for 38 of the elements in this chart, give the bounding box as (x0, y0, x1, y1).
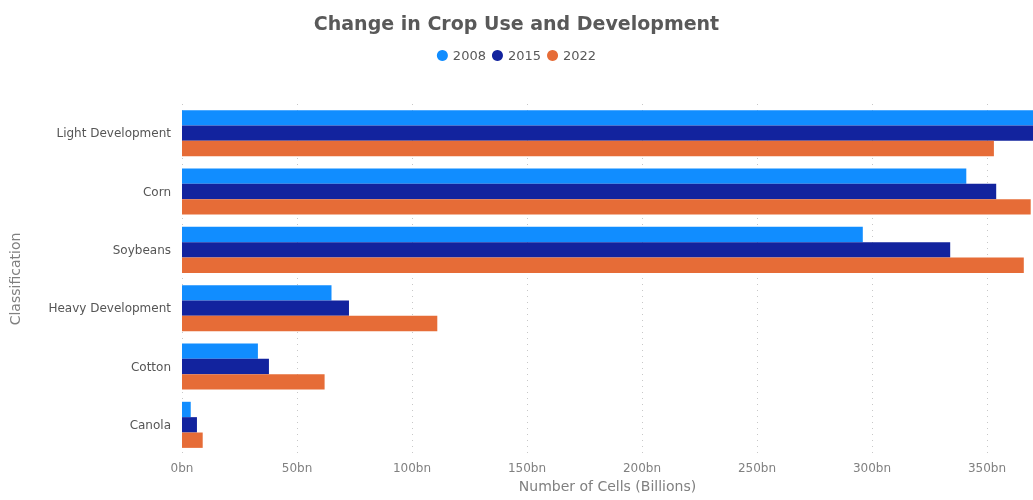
x-tick-label: 50bn (281, 461, 313, 475)
bar (182, 226, 863, 243)
bar (182, 300, 349, 316)
bar (182, 125, 1033, 141)
chart-title: Change in Crop Use and Development (313, 11, 720, 34)
y-tick-label: Cotton (130, 359, 171, 374)
x-tick-label: 200bn (622, 461, 662, 475)
bar (182, 432, 203, 448)
legend-label: 2008 (452, 48, 486, 63)
bar (182, 285, 332, 301)
bar (182, 343, 258, 359)
bar (182, 242, 951, 258)
x-tick-label: 250bn (737, 461, 777, 475)
bar (182, 110, 1033, 126)
bar (182, 257, 1024, 273)
bar (182, 315, 438, 332)
legend-label: 2015 (507, 48, 542, 63)
bar (182, 168, 967, 184)
bar (182, 183, 997, 200)
x-axis-title: Number of Cells (Billions) (518, 477, 697, 494)
y-tick-label: Soybeans (112, 242, 171, 257)
x-tick-label: 0bn (170, 461, 194, 475)
bar (182, 401, 191, 418)
legend-label: 2022 (563, 48, 597, 63)
bar (182, 358, 269, 375)
y-tick-label: Light Development (56, 126, 172, 141)
x-tick-label: 300bn (852, 461, 892, 475)
bar (182, 374, 325, 390)
bar (182, 140, 994, 157)
bar (182, 417, 197, 433)
y-tick-label: Canola (129, 417, 171, 432)
y-tick-label: Corn (142, 184, 171, 199)
x-tick-label: 350bn (967, 461, 1007, 475)
bar (182, 199, 1031, 215)
y-tick-label: Heavy Development (48, 301, 172, 316)
y-axis-title: Classification (7, 232, 23, 326)
x-tick-label: 150bn (507, 461, 547, 475)
x-tick-label: 100bn (392, 461, 432, 475)
